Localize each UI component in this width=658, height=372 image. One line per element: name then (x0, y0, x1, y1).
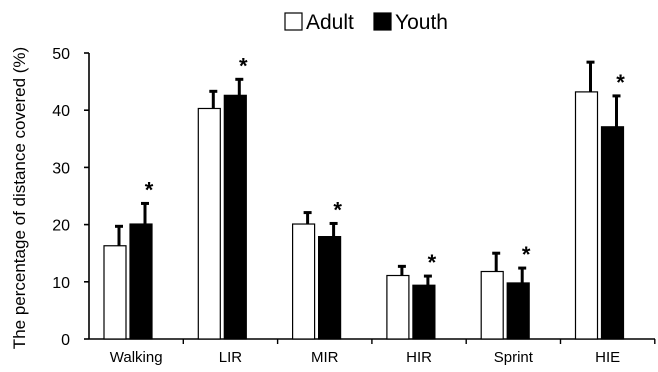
x-tick-label: Walking (110, 349, 163, 366)
significance-marker: * (428, 250, 437, 275)
bar-youth (412, 284, 436, 340)
legend-swatch-adult (284, 12, 303, 31)
bar-youth (129, 223, 153, 340)
legend-label-adult: Adult (306, 11, 354, 34)
bar-adult (292, 223, 316, 340)
chart-labels: 0 10 20 30 40 50 Walking * LIR * MIR * HIR * Sprint * HI… (52, 46, 625, 366)
bar-adult (574, 91, 599, 340)
y-tick-label: 50 (52, 46, 70, 63)
x-tick-label: MIR (311, 349, 339, 366)
y-tick-label: 20 (52, 218, 70, 235)
legend-swatch-youth (373, 12, 392, 31)
bar-adult (197, 107, 221, 340)
chart-legend: Adult Youth (284, 11, 448, 34)
bar-youth (600, 126, 625, 340)
significance-marker: * (616, 70, 625, 95)
chart-axes (84, 52, 656, 344)
bar-youth (506, 282, 530, 340)
significance-marker: * (522, 242, 531, 267)
y-tick-label: 10 (52, 275, 70, 292)
bar-youth (223, 94, 247, 340)
significance-marker: * (333, 197, 342, 222)
x-tick-label: Sprint (494, 349, 534, 366)
bar-adult (480, 270, 504, 340)
bar-youth (318, 236, 342, 340)
significance-marker: * (145, 177, 154, 202)
bar-adult (386, 274, 410, 340)
y-axis-title: The percentage of distance covered (%) (10, 47, 29, 349)
x-tick-label: LIR (219, 349, 243, 366)
bar-adult (103, 245, 127, 340)
y-axis-title-group: The percentage of distance covered (%) (10, 47, 29, 349)
x-tick-label: HIR (406, 349, 432, 366)
y-tick-label: 30 (52, 160, 70, 177)
y-tick-label: 0 (61, 332, 70, 349)
significance-marker: * (239, 53, 248, 78)
x-tick-label: HIE (595, 349, 620, 366)
chart-bars (103, 60, 625, 340)
legend-label-youth: Youth (395, 11, 448, 34)
y-tick-label: 40 (52, 103, 70, 120)
